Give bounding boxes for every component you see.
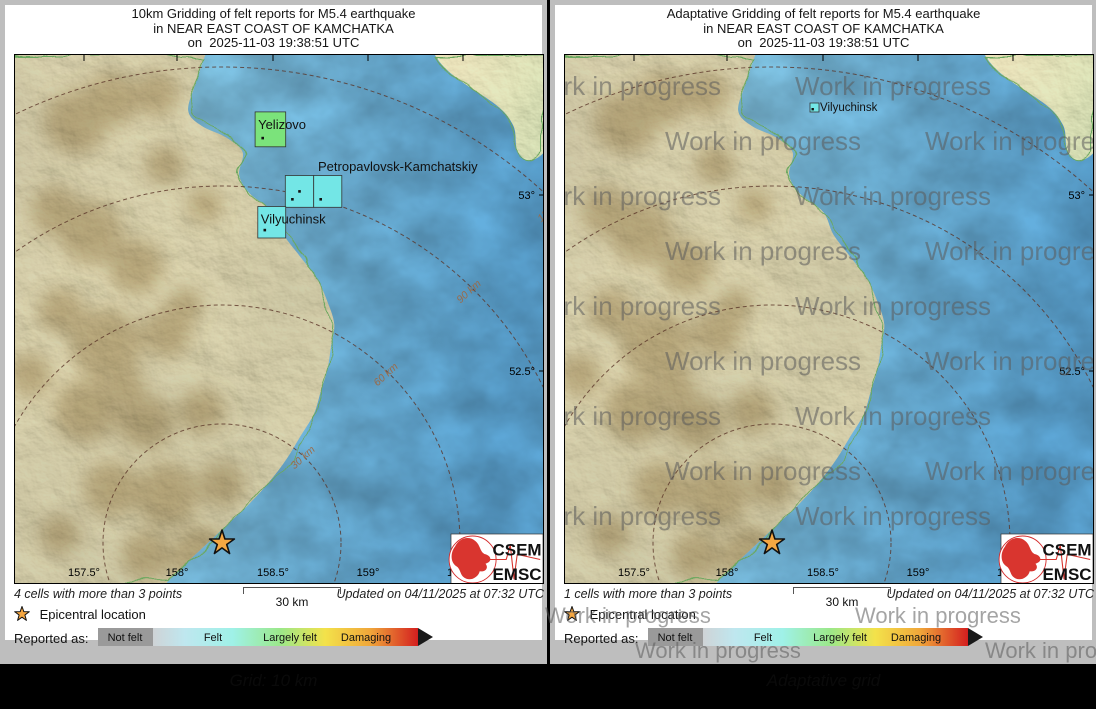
svg-text:159°: 159° — [907, 567, 930, 579]
svg-text:Work in progress: Work in progress — [795, 501, 991, 531]
svg-text:Work in progress: Work in progress — [565, 291, 721, 321]
svg-text:Petropavlovsk-Kamchatskiy: Petropavlovsk-Kamchatskiy — [318, 159, 478, 174]
svg-text:53°: 53° — [518, 190, 535, 202]
svg-text:157.5°: 157.5° — [618, 567, 650, 579]
svg-text:159°: 159° — [357, 567, 380, 579]
svg-text:Work in progress: Work in progress — [665, 236, 861, 266]
svg-text:Felt: Felt — [204, 632, 222, 644]
svg-text:Work in progress: Work in progress — [565, 71, 721, 101]
svg-text:158.5°: 158.5° — [807, 567, 839, 579]
svg-text:53°: 53° — [1068, 190, 1085, 202]
svg-text:Work in progress: Work in progress — [925, 126, 1094, 156]
svg-text:Largely felt: Largely felt — [263, 632, 317, 644]
svg-text:Work in progress: Work in progress — [665, 456, 861, 486]
svg-text:Work in progress: Work in progress — [565, 401, 721, 431]
svg-text:Yelizovo: Yelizovo — [258, 117, 306, 132]
svg-text:Not felt: Not felt — [658, 632, 693, 644]
svg-text:Work in progress: Work in progress — [795, 181, 991, 211]
svg-text:Work in progress: Work in progress — [665, 346, 861, 376]
svg-text:Work in progress: Work in progress — [795, 291, 991, 321]
svg-text:Work in progress: Work in progress — [925, 236, 1094, 266]
svg-text:EMSC: EMSC — [492, 565, 541, 584]
svg-text:Work in progress: Work in progress — [565, 181, 721, 211]
svg-text:52.5°: 52.5° — [509, 366, 535, 378]
svg-text:Felt: Felt — [754, 632, 772, 644]
svg-text:Largely felt: Largely felt — [813, 632, 867, 644]
svg-text:Damaging: Damaging — [341, 632, 391, 644]
svg-text:Work in progress: Work in progress — [565, 501, 721, 531]
svg-text:Work in progress: Work in progress — [665, 126, 861, 156]
svg-text:EMSC: EMSC — [1042, 565, 1091, 584]
svg-text:CSEM: CSEM — [1042, 540, 1091, 559]
svg-text:Work in progress: Work in progress — [925, 456, 1094, 486]
svg-text:Work in progress: Work in progress — [795, 71, 991, 101]
svg-text:157.5°: 157.5° — [68, 567, 100, 579]
svg-text:CSEM: CSEM — [492, 540, 541, 559]
svg-text:Work in progress: Work in progress — [795, 401, 991, 431]
svg-text:158.5°: 158.5° — [257, 567, 289, 579]
svg-text:Damaging: Damaging — [891, 632, 941, 644]
svg-text:Work in progress: Work in progress — [925, 346, 1094, 376]
svg-text:Not felt: Not felt — [108, 632, 143, 644]
svg-text:Vilyuchinsk: Vilyuchinsk — [261, 212, 326, 227]
svg-text:Vilyuchinsk: Vilyuchinsk — [820, 102, 878, 114]
svg-text:158°: 158° — [166, 567, 189, 579]
svg-text:158°: 158° — [716, 567, 739, 579]
